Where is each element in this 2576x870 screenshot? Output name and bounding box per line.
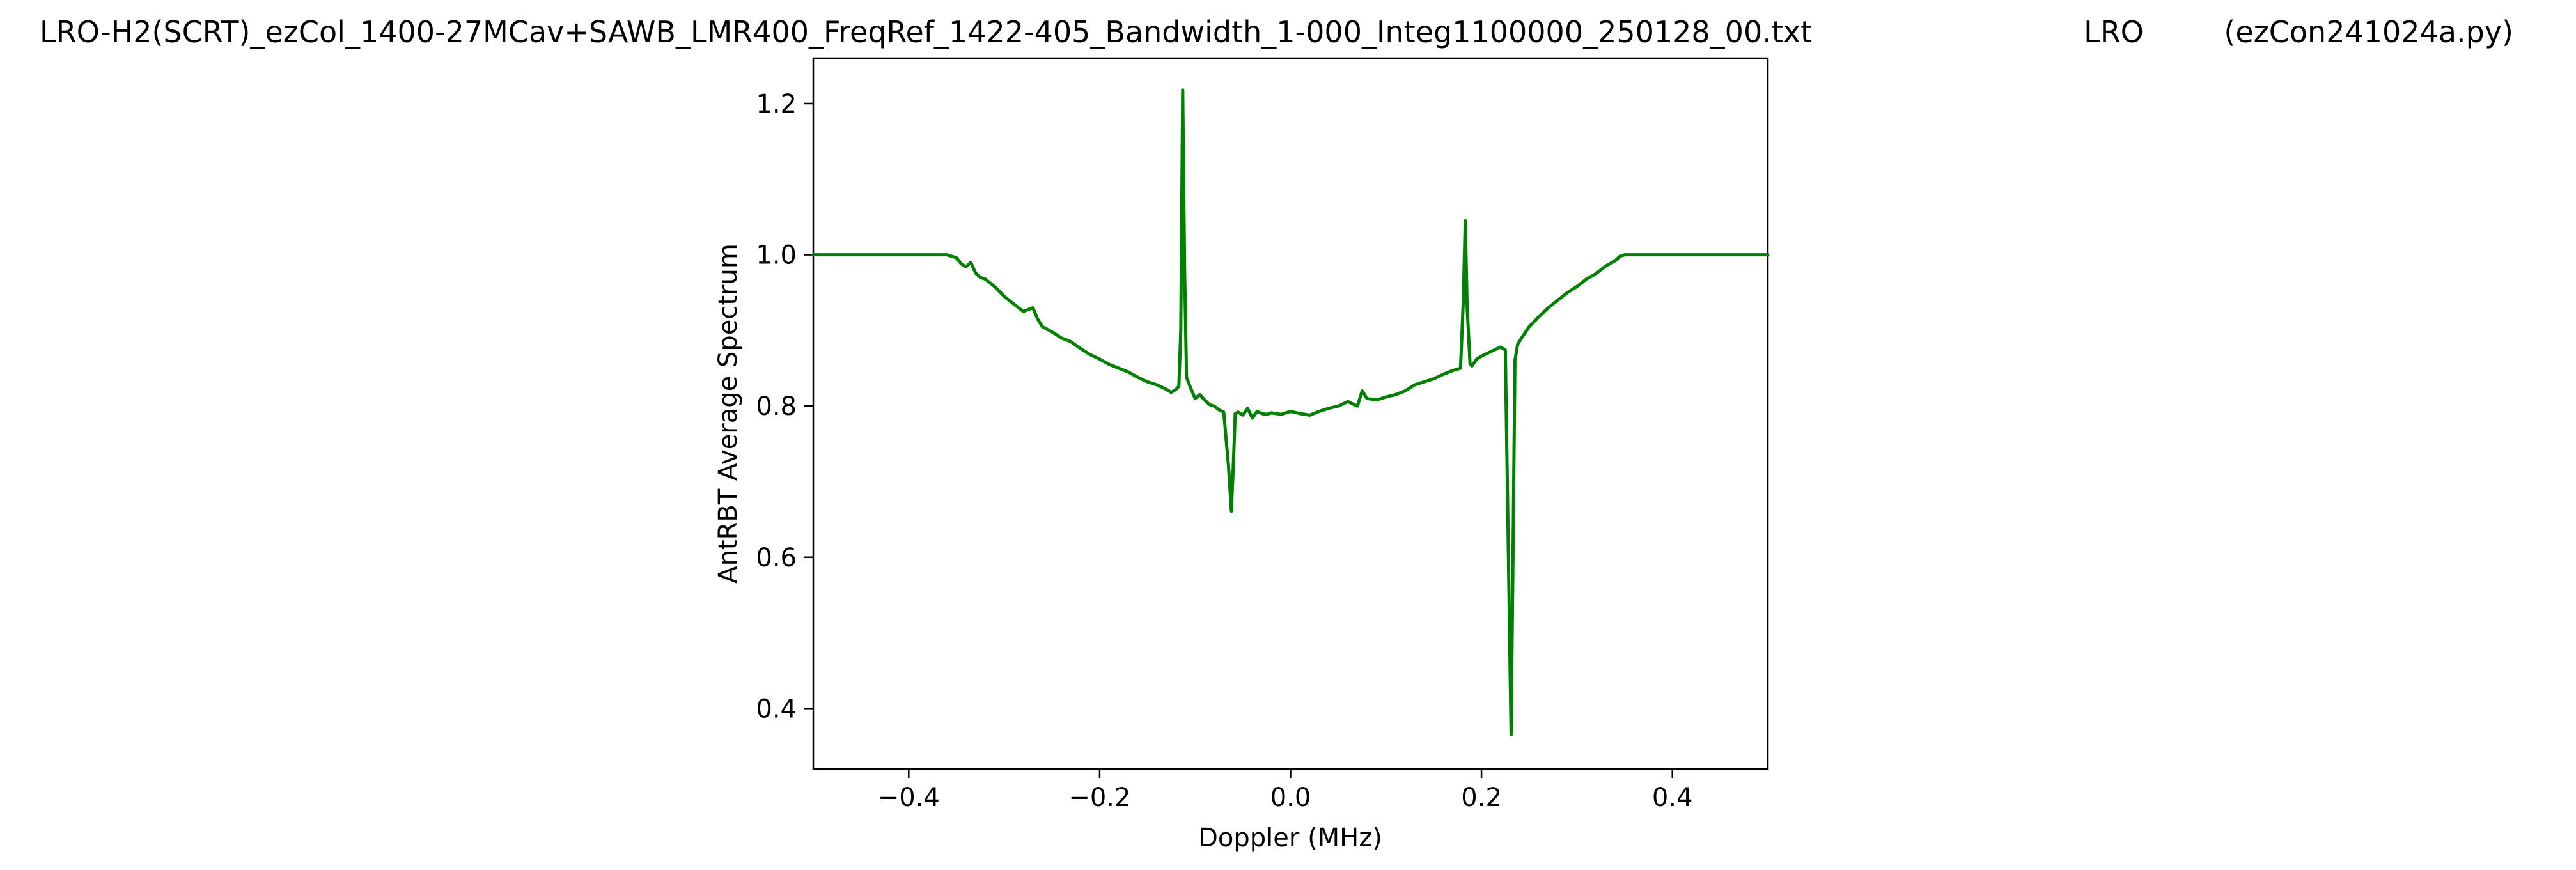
x-axis-ticks: −0.4 −0.2 0.0 0.2 0.4 (878, 769, 1693, 812)
x-tick-label: 0.0 (1270, 783, 1311, 812)
y-tick-label: 1.2 (756, 89, 797, 119)
title-program: (ezCon241024a.py) (2224, 15, 2513, 49)
x-tick-label: −0.4 (878, 783, 940, 812)
y-tick-label: 0.4 (756, 694, 797, 724)
x-tick-label: 0.4 (1652, 783, 1693, 812)
spectrum-line (811, 88, 1770, 737)
y-tick-label: 1.0 (756, 241, 797, 270)
title-station: LRO (2084, 15, 2144, 49)
x-axis-label: Doppler (MHz) (1198, 823, 1382, 853)
y-axis-label: AntRBT Average Spectrum (714, 244, 743, 584)
x-tick-label: 0.2 (1461, 783, 1502, 812)
y-tick-label: 0.6 (756, 543, 797, 573)
x-tick-label: −0.2 (1068, 783, 1130, 812)
title-filename: LRO-H2(SCRT)_ezCol_1400-27MCav+SAWB_LMR4… (40, 15, 1812, 49)
y-axis-ticks: 0.4 0.6 0.8 1.0 1.2 (756, 89, 813, 724)
figure-title: LRO-H2(SCRT)_ezCol_1400-27MCav+SAWB_LMR4… (40, 15, 2513, 49)
y-tick-label: 0.8 (756, 392, 797, 421)
